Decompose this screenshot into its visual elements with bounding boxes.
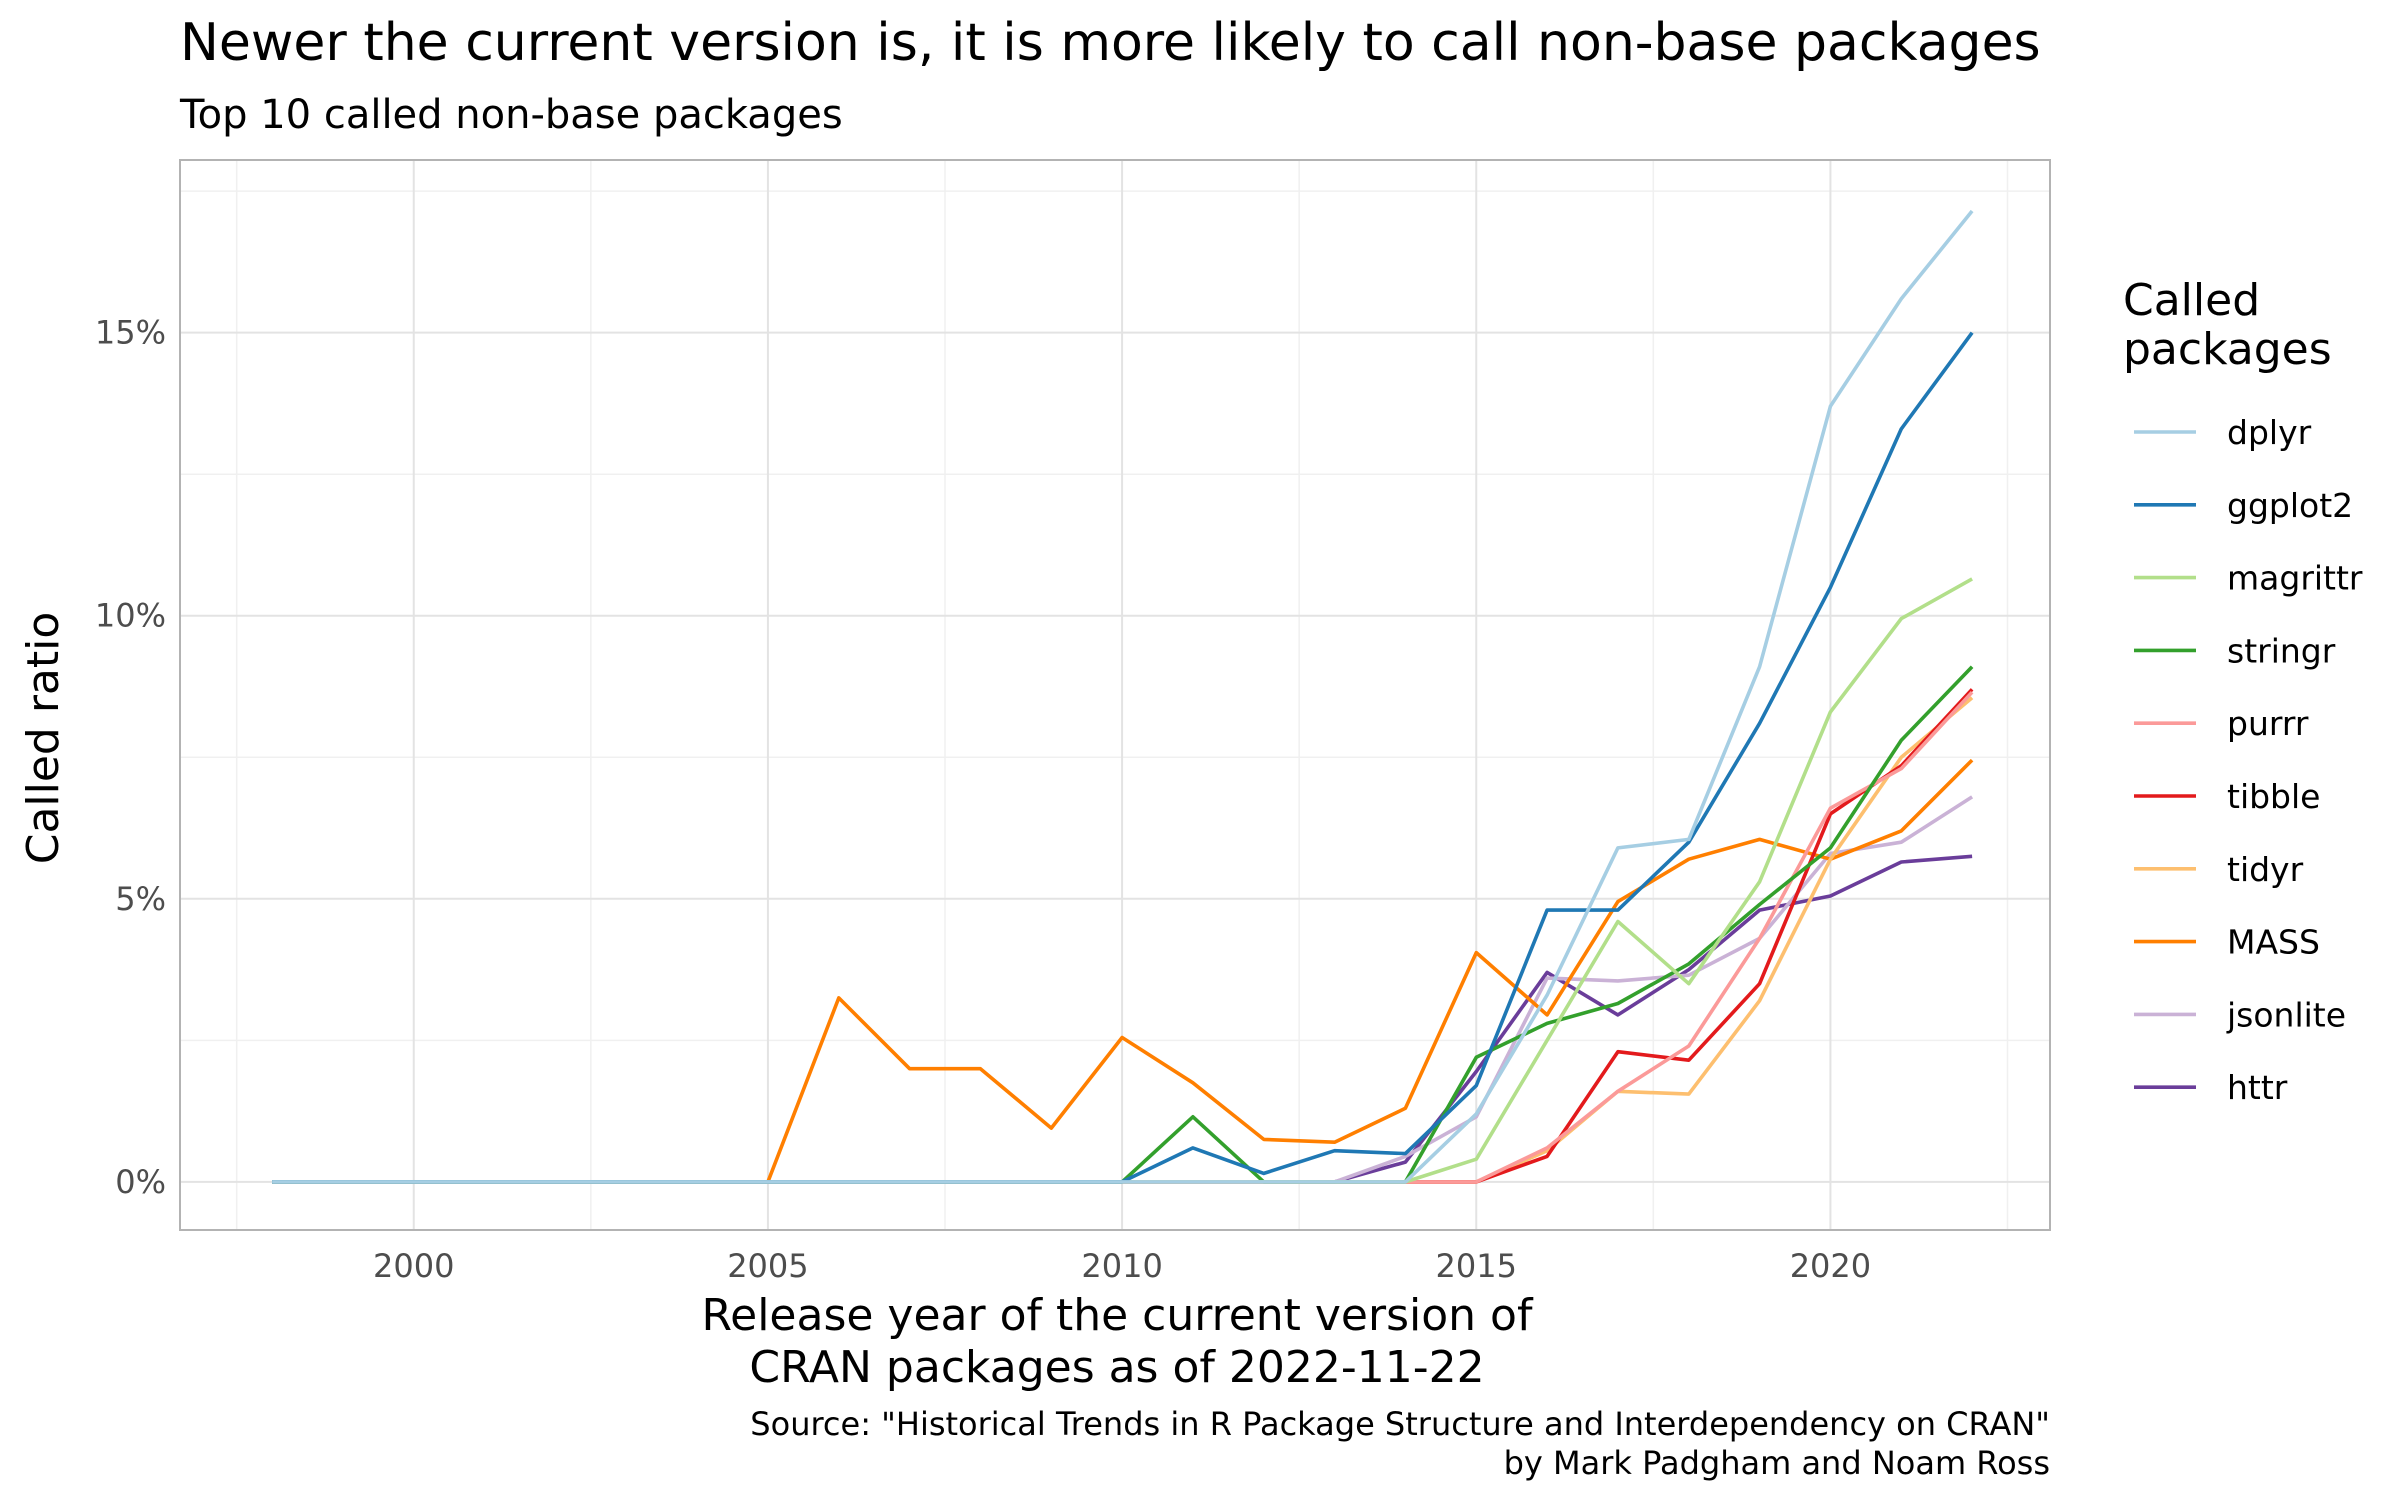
legend-label-tidyr: tidyr	[2227, 850, 2304, 889]
x-tick-label: 2020	[1790, 1247, 1871, 1285]
legend-title-line-1: Called	[2123, 275, 2260, 326]
legend-item-stringr: stringr	[2134, 631, 2336, 670]
legend-label-stringr: stringr	[2227, 631, 2336, 670]
legend-label-httr: httr	[2227, 1068, 2288, 1107]
y-tick-label: 0%	[115, 1163, 166, 1201]
legend-item-purrr: purrr	[2134, 704, 2309, 743]
y-axis-ticks: 0% 5% 10% 15%	[95, 314, 166, 1201]
legend-item-ggplot2: ggplot2	[2134, 486, 2353, 525]
chart-title: Newer the current version is, it is more…	[180, 13, 2041, 73]
y-tick-label: 10%	[95, 597, 166, 635]
x-axis-title-line-1: Release year of the current version of	[702, 1290, 1534, 1341]
legend-label-tibble: tibble	[2227, 777, 2320, 816]
x-axis-title-line-2: CRAN packages as of 2022-11-22	[749, 1342, 1484, 1393]
caption-line-2: by Mark Padgham and Noam Ross	[1504, 1444, 2050, 1482]
legend-item-tidyr: tidyr	[2134, 850, 2304, 889]
x-tick-label: 2005	[727, 1247, 808, 1285]
series-lines	[272, 209, 1974, 1184]
legend-item-magrittr: magrittr	[2134, 559, 2363, 598]
legend-label-MASS: MASS	[2227, 923, 2320, 962]
x-tick-label: 2010	[1081, 1247, 1162, 1285]
chart-subtitle: Top 10 called non-base packages	[179, 92, 843, 138]
legend-title-line-2: packages	[2123, 324, 2332, 375]
legend: dplyr ggplot2 magrittr stringr purrr tibble ti…	[2134, 413, 2363, 1107]
legend-item-httr: httr	[2134, 1068, 2288, 1107]
legend-label-magrittr: magrittr	[2227, 559, 2363, 598]
x-tick-label: 2000	[373, 1247, 454, 1285]
x-tick-label: 2015	[1436, 1247, 1517, 1285]
y-tick-label: 15%	[95, 314, 166, 352]
x-axis-ticks: 2000 2005 2010 2015 2020	[373, 1247, 1871, 1285]
series-line-dplyr	[272, 209, 1974, 1184]
legend-item-jsonlite: jsonlite	[2134, 995, 2346, 1034]
legend-item-MASS: MASS	[2134, 923, 2320, 962]
legend-label-ggplot2: ggplot2	[2227, 486, 2353, 525]
y-axis-title: Called ratio	[18, 612, 69, 865]
legend-label-purrr: purrr	[2227, 704, 2309, 743]
caption-line-1: Source: "Historical Trends in R Package …	[750, 1405, 2050, 1443]
legend-label-jsonlite: jsonlite	[2226, 995, 2346, 1034]
plot-panel-border	[179, 159, 2051, 1231]
grid	[180, 160, 2050, 1230]
y-tick-label: 5%	[115, 880, 166, 918]
legend-item-tibble: tibble	[2134, 777, 2320, 816]
legend-label-dplyr: dplyr	[2227, 413, 2312, 452]
legend-item-dplyr: dplyr	[2134, 413, 2312, 452]
